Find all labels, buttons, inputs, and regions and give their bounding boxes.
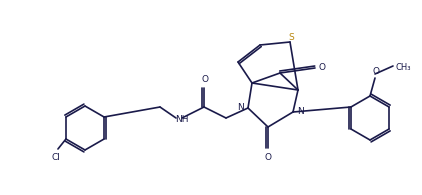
- Text: S: S: [288, 33, 294, 42]
- Text: N: N: [237, 104, 243, 113]
- Text: O: O: [319, 64, 325, 73]
- Text: NH: NH: [175, 115, 189, 124]
- Text: O: O: [201, 75, 208, 84]
- Text: CH₃: CH₃: [395, 63, 411, 72]
- Text: N: N: [298, 107, 304, 116]
- Text: O: O: [373, 66, 379, 75]
- Text: O: O: [265, 152, 271, 161]
- Text: Cl: Cl: [51, 152, 60, 161]
